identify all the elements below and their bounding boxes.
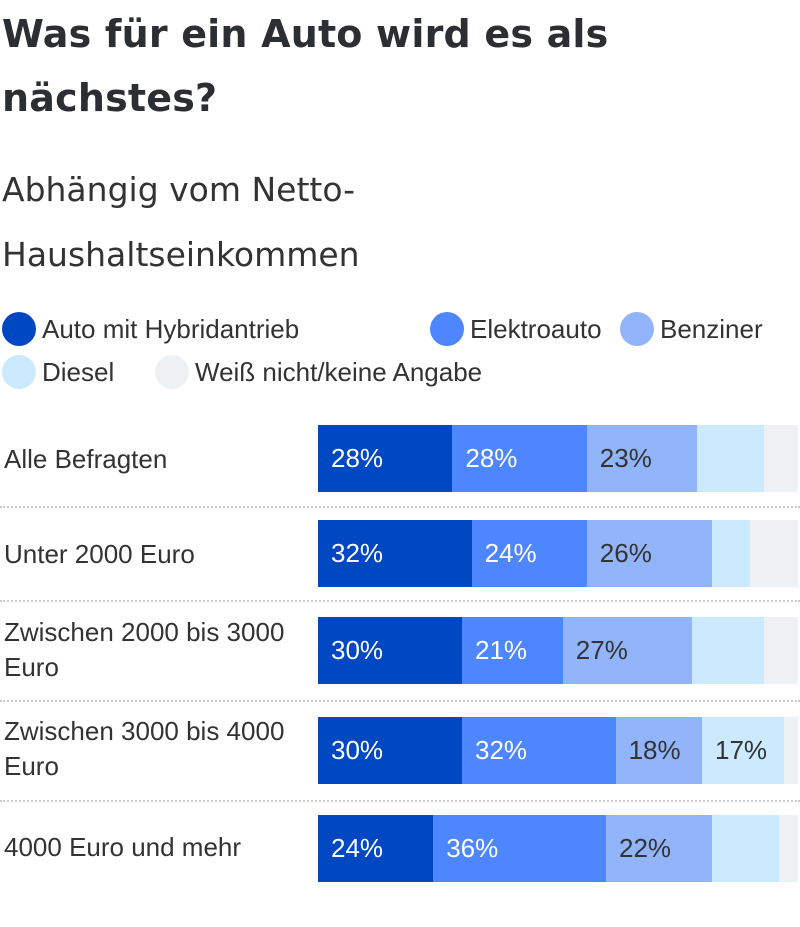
legend-item: Benziner [620, 309, 763, 349]
bar-segment [692, 617, 765, 684]
data-label: 28% [465, 443, 518, 473]
bar-segment: 27% [562, 617, 693, 684]
data-label: 36% [446, 833, 499, 863]
data-label: 18% [628, 735, 681, 765]
bar-segment: 30% [318, 717, 462, 784]
row-label: Unter 2000 Euro [4, 539, 195, 569]
bar-segment: 32% [462, 717, 616, 784]
row-divider [0, 506, 800, 508]
data-label: 27% [575, 635, 628, 665]
row-divider [0, 700, 800, 702]
bar-segment: 17% [701, 717, 784, 784]
bar-segment: 23% [586, 425, 698, 492]
legend-label: Auto mit Hybridantrieb [42, 313, 300, 344]
bar-segment: 24% [318, 815, 434, 882]
legend-swatch [2, 312, 36, 346]
legend-label: Diesel [42, 356, 115, 387]
data-label: 24% [484, 538, 537, 568]
data-label: 28% [331, 443, 384, 473]
data-label: 32% [331, 538, 384, 568]
legend-item: Auto mit Hybridantrieb [2, 309, 299, 349]
row-label: Alle Befragten [4, 444, 168, 474]
data-label: 26% [599, 538, 652, 568]
bar-segment [778, 815, 798, 882]
data-label: 32% [475, 735, 528, 765]
data-label: 23% [599, 443, 652, 473]
bar-segment [749, 520, 798, 587]
bar-segment: 36% [433, 815, 606, 882]
bar-segment: 18% [615, 717, 702, 784]
data-label: 17% [714, 735, 768, 765]
legend-swatch [155, 355, 189, 389]
bar-segment [764, 425, 798, 492]
bar-segment [764, 617, 798, 684]
bar-segment [711, 815, 779, 882]
stacked-bar: 30% 21% 27% [318, 617, 798, 684]
legend-item: Weiß nicht/keine Angabe [155, 352, 482, 392]
stacked-bar: 24% 36% 22% [318, 815, 798, 882]
legend-swatch [2, 355, 36, 389]
data-label: 21% [475, 635, 528, 665]
bar-segment: 24% [471, 520, 587, 587]
legend-swatch [430, 312, 464, 346]
row-label: Zwischen 2000 bis 3000 Euro [4, 617, 285, 682]
data-label: 22% [618, 833, 672, 863]
bar-segment [783, 717, 798, 784]
row-label: Zwischen 3000 bis 4000 Euro [4, 716, 285, 781]
bar-segment: 28% [452, 425, 587, 492]
stacked-bar: 30% 32% 18% 17% [318, 717, 798, 784]
data-label: 30% [331, 735, 384, 765]
legend-item: Elektroauto [430, 309, 602, 349]
bar-segment: 22% [605, 815, 712, 882]
row-label: 4000 Euro und mehr [4, 832, 242, 862]
stacked-bar: 28% 28% 23% [318, 425, 798, 492]
row-divider [0, 600, 800, 602]
row-divider [0, 800, 800, 802]
bar-segment [711, 520, 750, 587]
bar-segment: 30% [318, 617, 462, 684]
legend-label: Benziner [660, 313, 763, 344]
legend-item: Diesel [2, 352, 114, 392]
chart-title: Was für ein Auto wird es als nächstes? [2, 12, 609, 120]
stacked-bar: 32% 24% 26% [318, 520, 798, 587]
data-label: 30% [331, 635, 384, 665]
bar-segment: 32% [318, 520, 472, 587]
bar-segment [697, 425, 765, 492]
legend-label: Elektroauto [470, 313, 602, 344]
bar-segment: 21% [462, 617, 563, 684]
data-label: 24% [331, 833, 384, 863]
bar-segment: 26% [586, 520, 712, 587]
chart-subtitle: Abhängig vom Netto-Haushaltseinkommen [2, 170, 360, 274]
legend-swatch [620, 312, 654, 346]
bar-segment: 28% [318, 425, 453, 492]
legend-label: Weiß nicht/keine Angabe [195, 356, 483, 387]
